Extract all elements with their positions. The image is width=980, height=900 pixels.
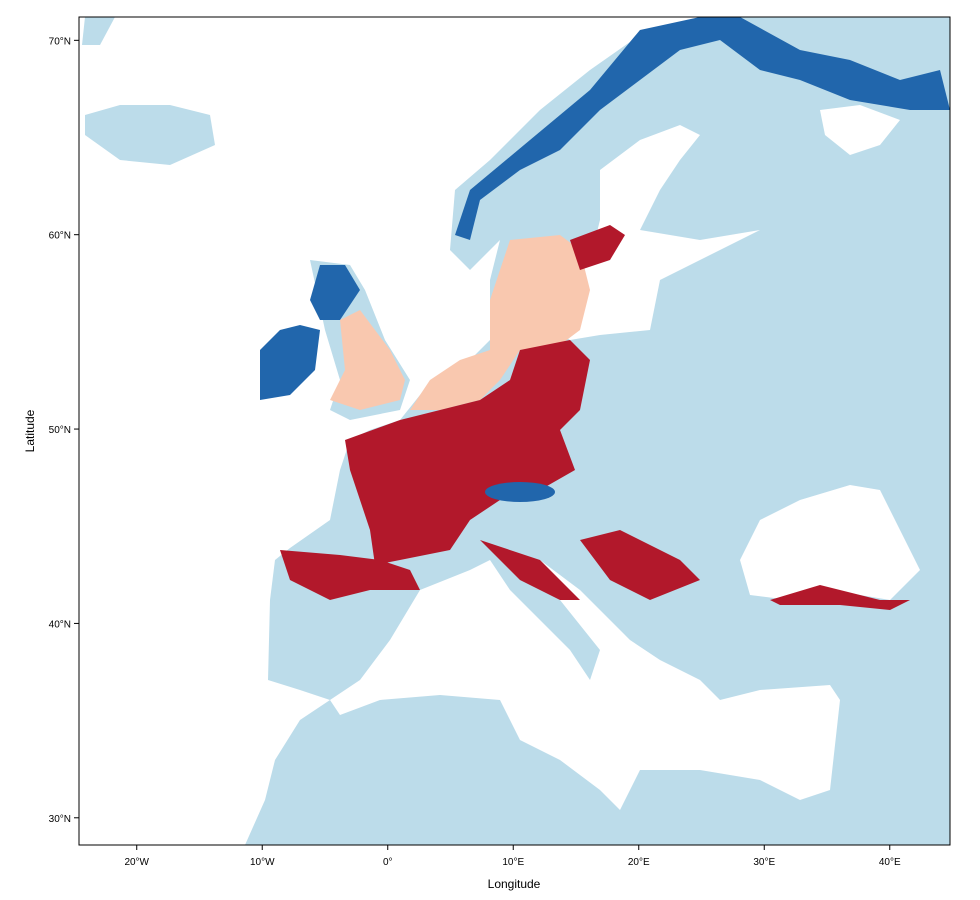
map-layer: [79, 17, 950, 845]
x-tick-label: 0°: [383, 857, 393, 868]
plot-frame: [78, 16, 951, 846]
white-sea: [820, 105, 900, 155]
x-tick-label: 10°E: [502, 857, 524, 868]
england-pink: [330, 310, 405, 410]
x-axis-title: Longitude: [488, 877, 541, 891]
north-europe-pink: [410, 235, 590, 410]
italy-red: [480, 540, 580, 600]
baltic: [540, 125, 760, 340]
x-tick-label: 30°E: [753, 857, 775, 868]
black-sea: [740, 485, 920, 600]
central-europe-red: [345, 340, 590, 565]
sweden-red: [570, 225, 625, 270]
y-tick-label: 70°N: [49, 36, 71, 47]
x-tick-label: 20°W: [124, 857, 149, 868]
iberia-red: [280, 550, 420, 600]
atlantic: [79, 17, 705, 845]
alps-blue: [485, 482, 555, 502]
balkans-red: [580, 530, 700, 600]
ireland-blue: [260, 325, 320, 400]
scandinavia-blue: [455, 17, 950, 240]
mediterranean: [330, 560, 840, 810]
x-tick-label: 20°E: [628, 857, 650, 868]
turkey-red: [770, 585, 910, 610]
y-tick-label: 60°N: [49, 231, 71, 242]
y-tick-label: 40°N: [49, 619, 71, 630]
y-tick-label: 30°N: [49, 814, 71, 825]
x-tick-label: 40°E: [879, 857, 901, 868]
y-axis-title: Latitude: [23, 409, 37, 452]
x-tick-label: 10°W: [250, 857, 275, 868]
greenland: [82, 17, 115, 45]
scotland-blue: [310, 265, 360, 320]
iceland: [85, 105, 215, 165]
y-tick-label: 50°N: [49, 425, 71, 436]
